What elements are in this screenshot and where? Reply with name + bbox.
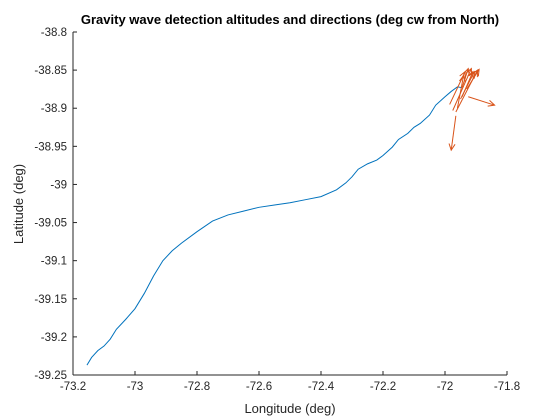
y-tick-label: -38.95 (34, 141, 67, 153)
arrow-head (459, 70, 466, 79)
direction-arrow (468, 96, 496, 107)
y-tick-label: -38.8 (41, 27, 67, 39)
x-tick-label: -73.2 (60, 381, 86, 393)
y-tick-label: -39.05 (34, 218, 67, 230)
direction-arrow (456, 74, 466, 109)
direction-arrow (448, 115, 457, 152)
y-tick-label: -39.15 (34, 294, 67, 306)
arrow-head (467, 70, 474, 79)
x-tick-label: -72 (437, 381, 454, 393)
track-line (86, 86, 463, 366)
arrow-head (459, 74, 466, 83)
track-layer (86, 86, 463, 366)
chart-title: Gravity wave detection altitudes and dir… (81, 12, 499, 27)
arrow-layer (448, 67, 496, 152)
arrow-shaft (468, 96, 495, 106)
y-tick-label: -38.9 (41, 103, 67, 115)
arrow-head (487, 99, 496, 107)
ticks-layer: -73.2 -73 -72.8 -72.6 -72.4 -72.2 -72 -71.8 -38.… (34, 27, 520, 393)
y-tick-label: -39.25 (34, 370, 67, 382)
y-tick-label: -39 (50, 179, 67, 191)
y-axis-label: Latitude (deg) (11, 164, 26, 244)
arrow-shaft (450, 115, 457, 151)
arrow-head (468, 70, 475, 79)
x-tick-label: -72.2 (370, 381, 396, 393)
y-tick-label: -38.85 (34, 65, 67, 77)
y-tick-label: -39.1 (41, 256, 67, 268)
axes-layer (72, 32, 507, 376)
direction-arrow (460, 70, 475, 100)
x-axis-label: Longitude (deg) (244, 401, 335, 416)
arrow-head (448, 143, 456, 152)
x-tick-label: -71.8 (494, 381, 520, 393)
x-tick-label: -73 (127, 381, 144, 393)
plot-area (73, 32, 507, 375)
x-tick-label: -72.4 (308, 381, 335, 393)
x-tick-label: -72.8 (184, 381, 210, 393)
arrow-shaft (456, 75, 465, 109)
y-tick-label: -39.2 (41, 332, 67, 344)
arrow-shaft (460, 71, 475, 100)
x-tick-label: -72.6 (246, 381, 272, 393)
